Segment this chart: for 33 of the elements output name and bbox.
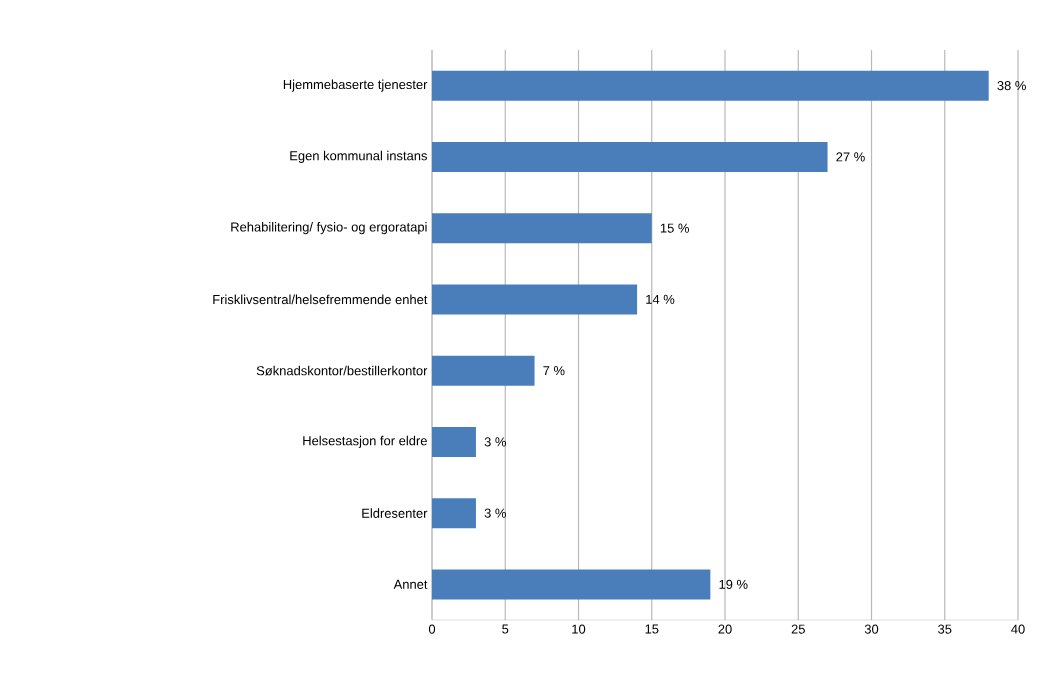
y-tick-label: Helsestasjon for eldre	[303, 435, 427, 448]
bar	[432, 70, 989, 101]
data-label: 3 %	[484, 508, 506, 518]
x-tick-label: 15	[645, 624, 659, 634]
data-label: 14 %	[646, 294, 675, 304]
x-tick-label: 20	[718, 624, 732, 634]
bar	[432, 355, 535, 386]
data-label: 19 %	[719, 579, 748, 589]
y-tick-label: Frisklivsentral/helsefremmende enhet	[213, 294, 428, 305]
y-tick-label: Annet	[393, 579, 428, 589]
bar	[432, 426, 476, 457]
y-tick-label: Rehabilitering/ fysio- og ergoratapi	[231, 222, 427, 235]
data-label: 27 %	[836, 152, 865, 162]
x-tick-label: 25	[791, 624, 805, 634]
y-tick-label: Egen kommunal instans	[290, 150, 427, 163]
x-tick-label: 35	[938, 624, 952, 634]
y-tick-label: Søknadskontor/bestillerkontor	[256, 365, 428, 376]
data-label: 3 %	[484, 437, 506, 447]
x-tick-label: 30	[864, 624, 879, 634]
x-tick-label: 10	[572, 624, 586, 634]
data-label: 38 %	[997, 81, 1026, 91]
data-label: 15 %	[660, 223, 689, 233]
data-label: 7 %	[543, 366, 565, 376]
bar	[432, 284, 638, 315]
bar	[432, 141, 828, 172]
y-tick-label: Eldresenter	[362, 508, 428, 518]
x-tick-label: 5	[502, 624, 509, 634]
x-tick-label: 0	[428, 624, 436, 634]
x-tick-label: 40	[1011, 624, 1025, 634]
bar	[432, 213, 652, 244]
bar	[432, 569, 711, 600]
y-tick-label: Hjemmebaserte tjenester	[283, 79, 428, 92]
bar	[432, 498, 476, 529]
